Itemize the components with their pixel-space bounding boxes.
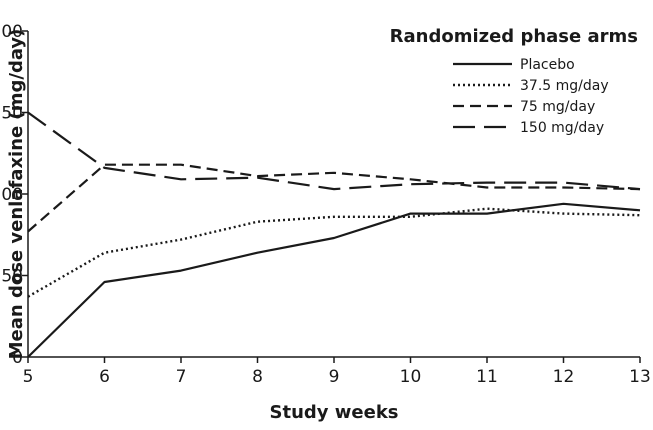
legend-label: 150 mg/day: [520, 120, 604, 136]
legend-label: 37.5 mg/day: [520, 78, 609, 94]
legend-items: Placebo 37.5 mg/day 75 mg/day 150 mg/day: [453, 57, 609, 136]
x-tick-label: 13: [629, 367, 651, 387]
series-line-placebo: [27, 202, 641, 358]
series-line-37-5-mg-day: [27, 207, 641, 298]
x-tick-label: 7: [176, 367, 187, 387]
legend: Randomized phase arms Placebo 37.5 mg/day…: [390, 26, 638, 136]
legend-title: Randomized phase arms: [390, 26, 638, 47]
x-tick-label: 5: [23, 367, 34, 387]
x-tick-label: 10: [400, 367, 422, 387]
series-line-150-mg-day: [27, 111, 641, 191]
legend-label: 75 mg/day: [520, 99, 595, 115]
x-tick-label: 11: [476, 367, 498, 387]
y-tick-label: 100: [0, 185, 23, 205]
y-tick-label: 0: [12, 348, 23, 368]
x-axis-title: Study weeks: [270, 402, 399, 423]
y-tick-label: 50: [1, 267, 23, 287]
y-tick-label: 200: [0, 22, 23, 42]
series-line-75-mg-day: [27, 163, 641, 233]
x-ticks: 5 6 7 8 9 10 11 12 13: [23, 357, 651, 387]
series-lines: [27, 111, 641, 358]
y-tick-label: 150: [0, 104, 23, 124]
x-tick-label: 6: [99, 367, 110, 387]
axes: 0 50 100 150 200 5 6 7 8 9 10 11 12 13: [0, 22, 651, 387]
y-axis-title: Mean dose venlafaxine (mg/day): [6, 29, 27, 360]
x-tick-label: 12: [553, 367, 575, 387]
x-tick-label: 9: [329, 367, 340, 387]
legend-label: Placebo: [520, 57, 575, 73]
x-tick-label: 8: [252, 367, 263, 387]
y-ticks: 0 50 100 150 200: [0, 22, 28, 368]
